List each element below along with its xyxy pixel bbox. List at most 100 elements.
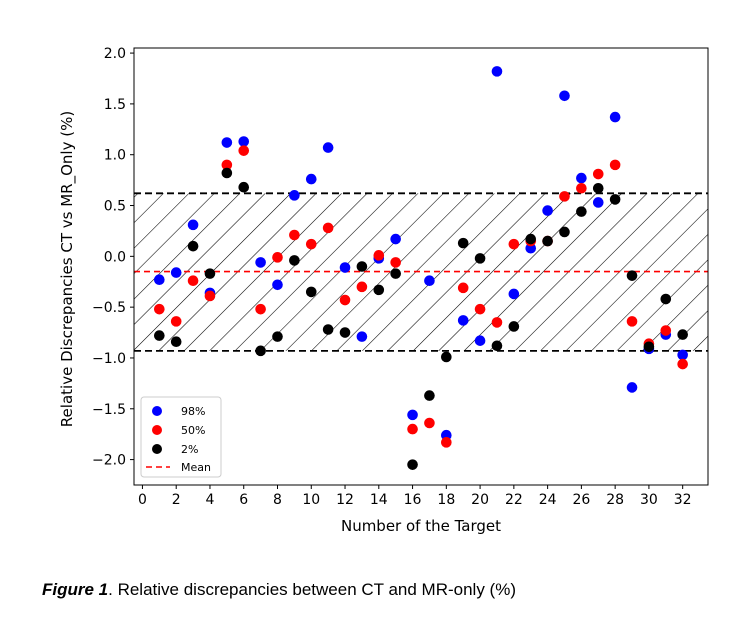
point-2-24 [542, 235, 553, 247]
point-50-6 [238, 145, 250, 156]
point-98-32 [677, 349, 688, 361]
y-tick-label: 2.0 [104, 46, 126, 62]
point-98-22 [508, 288, 520, 300]
x-tick-label: 30 [640, 492, 658, 508]
point-2-7 [255, 345, 266, 357]
x-tick-label: 20 [471, 492, 489, 508]
point-98-7 [255, 257, 266, 268]
point-2-16 [407, 459, 418, 470]
caption-text: . Relative discrepancies between CT and … [108, 580, 516, 599]
caption-label: Figure 1 [42, 580, 109, 599]
point-98-6 [238, 136, 250, 147]
point-50-27 [592, 168, 604, 180]
x-tick-label: 16 [404, 492, 422, 508]
point-50-3 [187, 275, 199, 287]
point-50-9 [289, 229, 300, 241]
point-50-5 [221, 159, 233, 171]
point-98-3 [187, 219, 199, 231]
point-50-18 [441, 437, 452, 448]
point-98-20 [474, 335, 486, 346]
point-50-8 [272, 252, 283, 263]
point-50-22 [508, 238, 520, 250]
legend: 98% 50% 2% Mean [140, 396, 222, 478]
point-50-14 [373, 250, 385, 261]
legend-label-mean: Mean [181, 461, 211, 474]
x-tick-label: 8 [273, 492, 282, 508]
x-axis: 0 2 4 6 8 10 12 14 16 18 20 22 24 26 28 30 32 [138, 485, 692, 508]
scatter-chart: 0 2 4 6 8 10 12 14 16 18 20 22 24 26 28 30 32 −2.0−1.5−1… [58, 46, 709, 535]
point-2-12 [339, 327, 351, 338]
point-2-6 [238, 181, 250, 193]
y-tick-label: 1.0 [104, 148, 126, 164]
x-tick-label: 6 [239, 492, 248, 508]
x-tick-label: 10 [302, 492, 320, 508]
figure-caption: Figure 1. Relative discrepancies between… [42, 580, 516, 600]
point-2-28 [609, 194, 621, 205]
x-tick-label: 2 [172, 492, 181, 508]
legend-marker-98 [152, 406, 162, 416]
point-50-32 [677, 358, 688, 370]
point-2-25 [559, 226, 570, 238]
y-tick-label: −1.5 [92, 402, 126, 418]
point-2-22 [508, 321, 520, 332]
point-2-11 [322, 324, 334, 335]
point-98-11 [322, 142, 334, 153]
point-98-28 [609, 111, 621, 123]
point-98-9 [289, 190, 300, 201]
point-50-7 [255, 303, 266, 315]
point-98-2 [170, 267, 182, 278]
y-tick-label: 0.0 [104, 249, 126, 265]
point-2-23 [525, 233, 537, 245]
point-2-4 [204, 268, 216, 279]
point-50-28 [609, 159, 621, 171]
point-2-21 [491, 340, 503, 352]
point-98-27 [592, 197, 604, 208]
x-tick-label: 14 [370, 492, 388, 508]
x-tick-label: 12 [336, 492, 354, 508]
x-tick-label: 32 [674, 492, 692, 508]
point-50-2 [170, 316, 182, 327]
y-tick-label: 1.5 [104, 97, 126, 113]
point-98-21 [491, 66, 503, 77]
x-tick-label: 28 [606, 492, 624, 508]
point-2-10 [305, 286, 317, 298]
point-2-32 [677, 329, 688, 340]
point-50-15 [390, 257, 401, 268]
x-tick-label: 22 [505, 492, 523, 508]
point-2-3 [187, 240, 199, 252]
point-50-20 [474, 303, 486, 315]
point-2-18 [441, 351, 452, 363]
point-2-15 [390, 268, 401, 279]
y-axis: −2.0 −1.5 −1.0 −0.5 0.0 0.5 1.0 1.5 2.0 [92, 46, 134, 469]
point-50-21 [491, 317, 503, 328]
point-50-12 [339, 294, 351, 306]
legend-box [140, 396, 222, 478]
point-2-2 [170, 336, 182, 348]
point-50-29 [626, 316, 638, 327]
plot-frame [133, 47, 709, 486]
point-2-5 [221, 167, 233, 179]
legend-marker-2 [152, 444, 162, 454]
legend-label-50: 50% [181, 424, 205, 437]
point-98-1 [154, 274, 165, 286]
x-axis-label: Number of the Target [341, 517, 501, 535]
x-tick-label: 18 [437, 492, 455, 508]
point-50-11 [322, 222, 334, 234]
point-2-13 [356, 261, 368, 272]
point-2-19 [457, 237, 469, 249]
x-tick-label: 24 [539, 492, 557, 508]
point-2-1 [154, 330, 165, 341]
point-50-31 [660, 325, 672, 336]
points-layer [154, 66, 688, 470]
y-tick-label: 0.5 [104, 199, 126, 215]
point-50-17 [424, 417, 435, 429]
point-98-19 [457, 315, 469, 326]
point-50-13 [356, 281, 368, 293]
point-50-25 [559, 191, 570, 202]
point-98-5 [221, 137, 233, 148]
x-tick-label: 4 [206, 492, 215, 508]
point-98-17 [424, 275, 435, 287]
point-2-30 [643, 341, 655, 353]
point-2-27 [592, 182, 604, 194]
point-2-17 [424, 390, 435, 401]
